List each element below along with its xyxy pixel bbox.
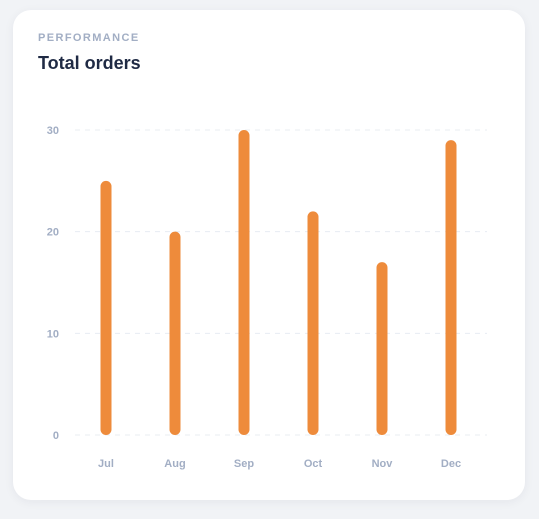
- x-tick-label: Oct: [304, 458, 323, 470]
- y-tick-label: 10: [47, 328, 59, 340]
- y-tick-label: 30: [47, 125, 59, 137]
- x-tick-label: Dec: [441, 458, 461, 470]
- bar-nov[interactable]: [377, 262, 388, 435]
- y-axis-ticks: 0 10 20 30: [47, 125, 59, 442]
- bar-sep[interactable]: [239, 130, 250, 435]
- y-tick-label: 20: [47, 227, 59, 239]
- x-tick-label: Nov: [372, 458, 394, 470]
- x-tick-label: Aug: [164, 458, 185, 470]
- x-axis-ticks: Jul Aug Sep Oct Nov Dec: [98, 458, 461, 470]
- x-tick-label: Sep: [234, 458, 254, 470]
- bar-oct[interactable]: [308, 211, 319, 435]
- y-tick-label: 0: [53, 430, 59, 442]
- bar-aug[interactable]: [170, 232, 181, 435]
- x-tick-label: Jul: [98, 458, 114, 470]
- bars: [101, 130, 457, 435]
- bar-dec[interactable]: [446, 140, 457, 435]
- grid-lines: [75, 130, 487, 435]
- bar-jul[interactable]: [101, 181, 112, 435]
